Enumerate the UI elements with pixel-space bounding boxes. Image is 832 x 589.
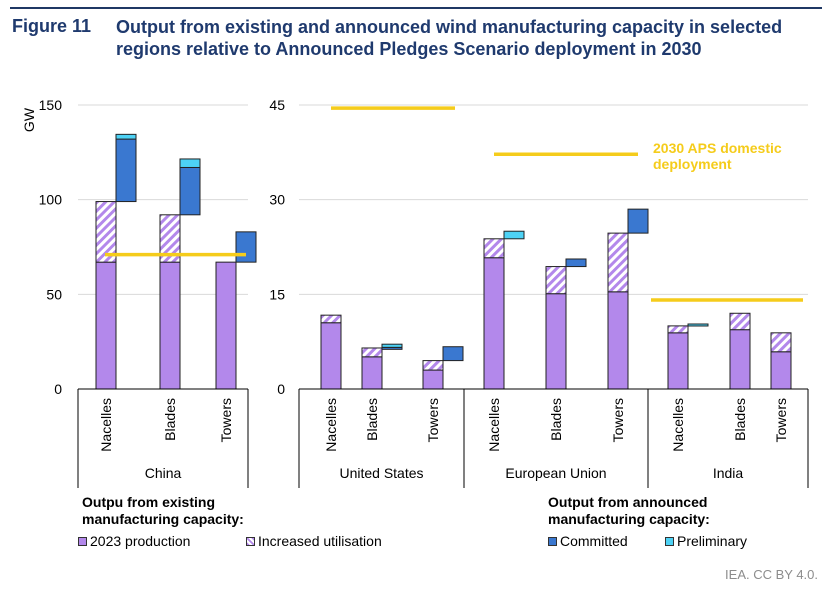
- legend-item-production: 2023 production: [78, 533, 190, 549]
- bar-increased-utilisation: [729, 312, 751, 331]
- category-label: Nacelles: [323, 398, 339, 452]
- preliminary-swatch-icon: [665, 536, 674, 546]
- legend-item-committed: Committed: [548, 533, 628, 549]
- bar-increased-utilisation: [422, 360, 444, 371]
- right-axis-tick-label: 0: [277, 381, 285, 397]
- credit-text: IEA. CC BY 4.0.: [725, 567, 818, 582]
- y-axis-unit-label: GW: [21, 107, 37, 132]
- bar-preliminary: [687, 323, 709, 327]
- legend-item-increased: Increased utilisation: [246, 533, 382, 549]
- category-label: Nacelles: [486, 398, 502, 452]
- bar-production: [215, 261, 237, 390]
- bar-committed: [179, 166, 201, 216]
- category-label: Towers: [773, 398, 789, 442]
- bar-increased-utilisation: [361, 347, 383, 358]
- category-label: Towers: [610, 398, 626, 442]
- category-label: Nacelles: [670, 398, 686, 452]
- legend-announced-heading-line2: manufacturing capacity:: [548, 511, 710, 527]
- left-axis-tick-label: 0: [54, 381, 62, 397]
- committed-swatch-icon: [548, 536, 557, 546]
- bar-production: [607, 291, 629, 390]
- category-label: Blades: [732, 398, 748, 441]
- bar-committed: [627, 208, 649, 234]
- region-label: United States: [339, 465, 423, 481]
- region-label: China: [145, 465, 182, 481]
- figure-title: Output from existing and announced wind …: [116, 17, 783, 59]
- right-axis-tick-label: 15: [269, 286, 285, 302]
- left-axis-tick-label: 100: [39, 192, 63, 208]
- top-rule: [10, 7, 822, 9]
- bar-committed: [565, 258, 587, 268]
- bar-production: [770, 351, 792, 390]
- bar-production: [320, 322, 342, 390]
- aps-annotation-line1: 2030 APS domestic: [653, 140, 782, 156]
- left-axis-tick-label: 50: [46, 286, 62, 302]
- bar-committed: [235, 231, 257, 263]
- bar-preliminary: [503, 230, 525, 240]
- category-label: Blades: [548, 398, 564, 441]
- region-label: European Union: [505, 465, 606, 481]
- bar-increased-utilisation: [545, 266, 567, 295]
- bar-production: [729, 329, 751, 390]
- legend-label: 2023 production: [90, 533, 191, 549]
- category-label: Blades: [162, 398, 178, 441]
- bar-production: [159, 261, 181, 390]
- bar-production: [422, 369, 444, 390]
- increased-swatch-icon: [246, 536, 255, 546]
- bar-increased-utilisation: [159, 214, 181, 263]
- bar-production: [545, 293, 567, 390]
- right-axis-tick-label: 30: [269, 192, 285, 208]
- category-label: Nacelles: [98, 398, 114, 452]
- legend-existing-heading-line1: Outpu from existing: [82, 494, 215, 510]
- bar-production: [667, 332, 689, 390]
- bar-preliminary: [115, 133, 137, 140]
- bar-preliminary: [179, 158, 201, 168]
- legend-existing-heading: Outpu from existing manufacturing capaci…: [82, 494, 244, 528]
- category-label: Towers: [218, 398, 234, 442]
- region-label: India: [713, 465, 744, 481]
- bar-committed: [442, 346, 464, 362]
- legend-label: Increased utilisation: [258, 533, 382, 549]
- figure-number: Figure 11: [12, 16, 92, 36]
- legend-announced-heading: Output from announced manufacturing capa…: [548, 494, 710, 528]
- right-axis-tick-label: 45: [269, 97, 285, 113]
- bar-increased-utilisation: [483, 238, 505, 259]
- aps-annotation-line2: deployment: [653, 156, 732, 172]
- bar-increased-utilisation: [607, 232, 629, 293]
- bar-increased-utilisation: [95, 201, 117, 263]
- bar-committed: [115, 138, 137, 203]
- bar-production: [483, 257, 505, 390]
- bar-increased-utilisation: [770, 332, 792, 353]
- legend-announced-heading-line1: Output from announced: [548, 494, 708, 510]
- legend-item-preliminary: Preliminary: [665, 533, 747, 549]
- category-label: Towers: [425, 398, 441, 442]
- bar-preliminary: [381, 343, 403, 348]
- category-label: Blades: [364, 398, 380, 441]
- production-swatch-icon: [78, 536, 87, 546]
- bar-production: [361, 356, 383, 390]
- legend-label: Committed: [560, 533, 628, 549]
- bar-increased-utilisation: [320, 314, 342, 324]
- bar-production: [95, 261, 117, 390]
- bar-increased-utilisation: [667, 325, 689, 334]
- left-axis-tick-label: 150: [39, 97, 63, 113]
- legend-label: Preliminary: [677, 533, 748, 549]
- legend-existing-heading-line2: manufacturing capacity:: [82, 511, 244, 527]
